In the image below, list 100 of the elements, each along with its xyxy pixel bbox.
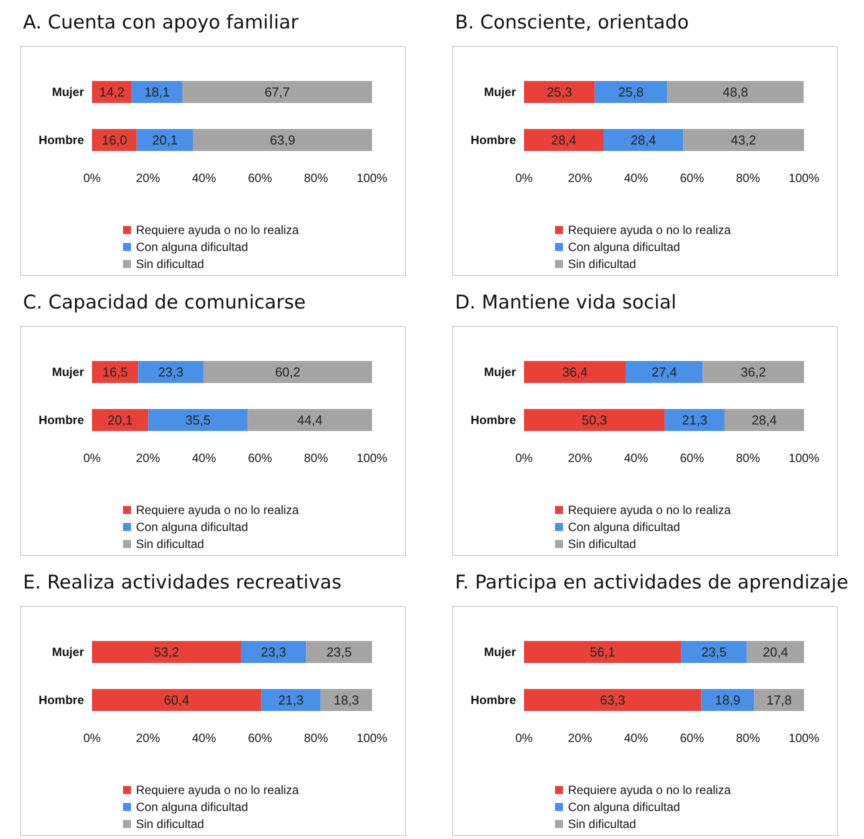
legend-label: Requiere ayuda o no lo realiza	[136, 223, 300, 237]
data-label: 18,9	[715, 692, 740, 708]
bar	[92, 81, 132, 103]
data-label: 23,5	[701, 644, 727, 660]
data-label: 36,2	[740, 364, 766, 380]
y-tick-label: Mujer	[484, 645, 516, 659]
bar	[681, 641, 747, 663]
legend-label: Requiere ayuda o no lo realiza	[568, 503, 732, 517]
legend-label: Requiere ayuda o no lo realiza	[568, 223, 732, 237]
bar	[746, 641, 804, 663]
bar	[524, 641, 682, 663]
bar	[92, 361, 138, 383]
data-label: 23,3	[260, 644, 286, 660]
data-label: 18,1	[144, 84, 170, 100]
bar	[138, 361, 204, 383]
data-label: 14,2	[99, 84, 125, 100]
y-tick-label: Hombre	[470, 413, 516, 427]
data-label: 21,3	[278, 692, 304, 708]
legend-label: Con alguna dificultad	[568, 240, 680, 254]
data-label: 53,2	[154, 644, 180, 660]
x-tick-label: 40%	[624, 731, 648, 745]
chart-title: E. Realiza actividades recreativas	[23, 572, 342, 594]
bar	[136, 129, 194, 151]
x-tick-label: 60%	[680, 451, 704, 465]
legend-label: Con alguna dificultad	[136, 240, 248, 254]
x-tick-label: 0%	[515, 731, 533, 745]
data-label: 20,1	[152, 132, 178, 148]
x-tick-label: 20%	[568, 171, 592, 185]
bar	[604, 129, 684, 151]
bar	[701, 689, 754, 711]
y-tick-label: Mujer	[484, 85, 516, 99]
bar	[524, 81, 595, 103]
data-label: 27,4	[652, 364, 677, 380]
x-tick-label: 0%	[83, 171, 101, 185]
data-label: 28,4	[551, 132, 576, 148]
legend-label: Sin dificultad	[568, 817, 636, 831]
bar	[306, 641, 372, 663]
x-tick-label: 60%	[248, 731, 272, 745]
chart-title: C. Capacidad de comunicarse	[23, 292, 306, 314]
bar	[92, 689, 262, 711]
x-tick-label: 100%	[356, 451, 388, 465]
bar	[754, 689, 804, 711]
x-tick-label: 40%	[192, 451, 216, 465]
legend-label: Requiere ayuda o no lo realiza	[568, 783, 732, 797]
y-tick-label: Hombre	[38, 413, 84, 427]
x-tick-label: 20%	[136, 171, 160, 185]
chart-title: D. Mantiene vida social	[455, 292, 676, 314]
bar	[524, 689, 702, 711]
x-tick-label: 80%	[304, 731, 328, 745]
x-tick-label: 100%	[788, 731, 820, 745]
legend-label: Sin dificultad	[136, 537, 204, 551]
chart-title: F. Participa en actividades de aprendizaje	[455, 572, 848, 594]
data-label: 36,4	[562, 364, 588, 380]
data-label: 28,4	[752, 412, 777, 428]
y-tick-label: Hombre	[38, 133, 84, 147]
bar	[92, 129, 137, 151]
data-label: 43,2	[730, 132, 756, 148]
chart-title: A. Cuenta con apoyo familiar	[23, 12, 299, 34]
x-tick-label: 40%	[624, 451, 648, 465]
x-tick-label: 20%	[136, 731, 160, 745]
x-tick-label: 80%	[736, 451, 760, 465]
bar	[132, 81, 182, 103]
bar	[92, 409, 148, 431]
bar	[702, 361, 804, 383]
data-label: 25,3	[546, 84, 572, 100]
bar	[524, 129, 604, 151]
data-label: 23,3	[158, 364, 184, 380]
legend-label: Sin dificultad	[136, 817, 204, 831]
data-label: 50,3	[582, 412, 608, 428]
legend-label: Requiere ayuda o no lo realiza	[136, 783, 300, 797]
bar	[182, 81, 372, 103]
bar	[664, 409, 724, 431]
x-tick-label: 20%	[136, 451, 160, 465]
legend-label: Sin dificultad	[568, 537, 636, 551]
bar	[724, 409, 804, 431]
x-tick-label: 60%	[680, 731, 704, 745]
data-label: 60,4	[164, 692, 190, 708]
data-label: 35,5	[185, 412, 211, 428]
data-label: 16,5	[102, 364, 128, 380]
bar	[683, 129, 804, 151]
data-label: 60,2	[275, 364, 300, 380]
bar	[320, 689, 372, 711]
bar	[203, 361, 372, 383]
y-tick-label: Hombre	[38, 693, 84, 707]
legend-label: Requiere ayuda o no lo realiza	[136, 503, 300, 517]
x-tick-label: 0%	[83, 451, 101, 465]
legend-label: Con alguna dificultad	[136, 520, 248, 534]
data-label: 18,3	[334, 692, 360, 708]
x-tick-label: 0%	[515, 171, 533, 185]
bar	[148, 409, 248, 431]
x-tick-label: 80%	[304, 171, 328, 185]
bar	[667, 81, 804, 103]
bar	[524, 409, 665, 431]
x-tick-label: 100%	[788, 171, 820, 185]
y-tick-label: Mujer	[52, 85, 84, 99]
bar	[594, 81, 668, 103]
bar	[261, 689, 321, 711]
x-tick-label: 0%	[83, 731, 101, 745]
x-tick-label: 40%	[192, 731, 216, 745]
data-label: 56,1	[590, 644, 616, 660]
